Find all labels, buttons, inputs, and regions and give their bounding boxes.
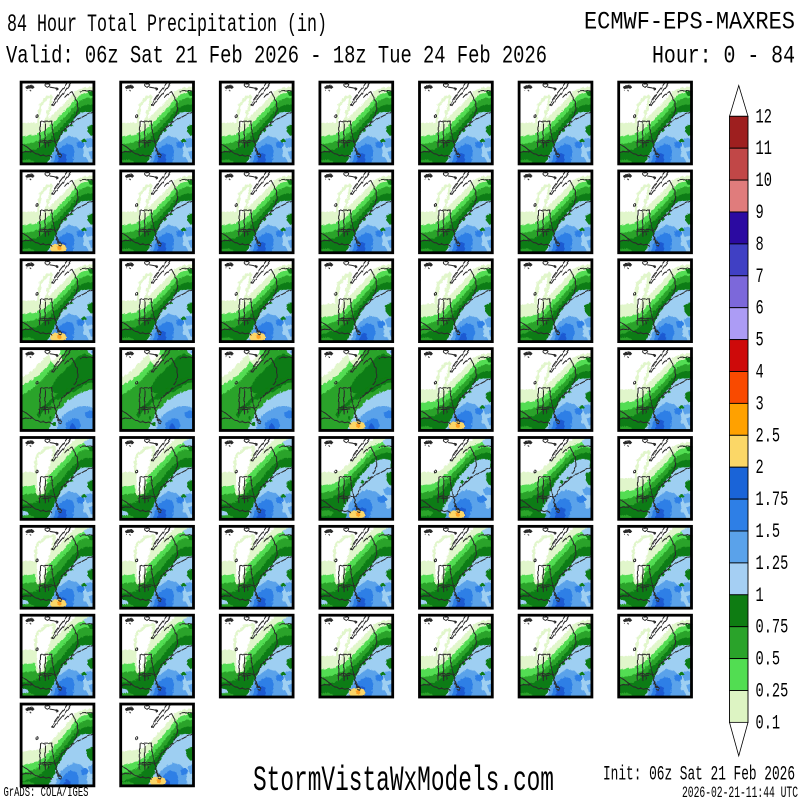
svg-text:0.75: 0.75 [756,617,789,640]
svg-text:3: 3 [756,393,764,416]
svg-text:1.5: 1.5 [756,521,781,544]
svg-text:2: 2 [756,457,764,480]
svg-text:ECMWF-EPS-MAXRES: ECMWF-EPS-MAXRES [584,8,795,37]
svg-text:2026-02-21-11:44 UTC: 2026-02-21-11:44 UTC [682,785,798,800]
svg-text:6: 6 [756,298,764,321]
svg-text:1.75: 1.75 [756,489,789,512]
svg-text:1: 1 [756,585,764,608]
svg-text:2.5: 2.5 [756,425,781,448]
svg-text:7: 7 [756,266,764,289]
svg-text:9: 9 [756,202,764,225]
svg-text:8: 8 [756,234,764,257]
svg-text:11: 11 [756,138,772,161]
svg-text:0.1: 0.1 [756,712,781,735]
svg-text:GrADS: COLA/IGES: GrADS: COLA/IGES [4,784,89,800]
svg-text:12: 12 [756,106,772,129]
svg-text:1.25: 1.25 [756,553,789,576]
svg-text:Init: 06z Sat 21 Feb 2026: Init: 06z Sat 21 Feb 2026 [603,763,795,786]
svg-text:84 Hour Total Precipitation (i: 84 Hour Total Precipitation (in) [7,10,327,39]
svg-text:StormVistaWxModels.com: StormVistaWxModels.com [253,761,554,800]
svg-text:0.25: 0.25 [756,680,789,703]
svg-text:5: 5 [756,329,764,352]
svg-text:10: 10 [756,170,772,193]
svg-text:4: 4 [756,361,764,384]
svg-text:Hour: 0 - 84: Hour: 0 - 84 [652,42,795,71]
svg-text:Valid: 06z Sat 21 Feb 2026 - 1: Valid: 06z Sat 21 Feb 2026 - 18z Tue 24 … [6,42,547,71]
svg-text:0.5: 0.5 [756,648,781,671]
